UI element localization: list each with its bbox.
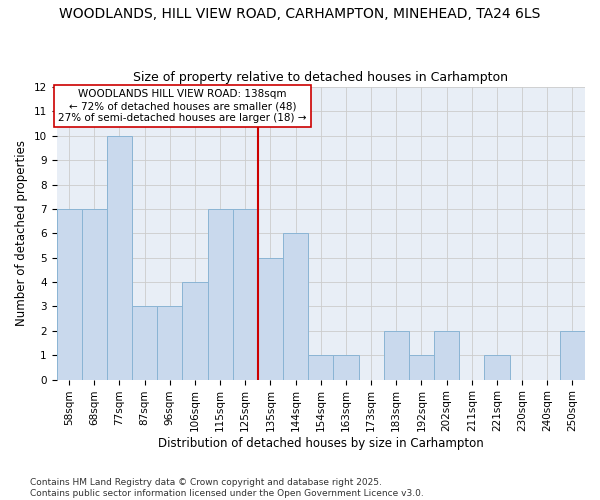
Bar [484,355,509,380]
Text: WOODLANDS, HILL VIEW ROAD, CARHAMPTON, MINEHEAD, TA24 6LS: WOODLANDS, HILL VIEW ROAD, CARHAMPTON, M… [59,8,541,22]
Bar [182,282,208,380]
Bar [233,209,258,380]
Bar [132,306,157,380]
Bar [56,209,82,380]
Title: Size of property relative to detached houses in Carhampton: Size of property relative to detached ho… [133,72,508,85]
Bar [308,355,334,380]
Bar [82,209,107,380]
Text: Contains HM Land Registry data © Crown copyright and database right 2025.
Contai: Contains HM Land Registry data © Crown c… [30,478,424,498]
Bar [383,331,409,380]
Bar [334,355,359,380]
Bar [409,355,434,380]
Y-axis label: Number of detached properties: Number of detached properties [15,140,28,326]
Bar [560,331,585,380]
Text: WOODLANDS HILL VIEW ROAD: 138sqm
← 72% of detached houses are smaller (48)
27% o: WOODLANDS HILL VIEW ROAD: 138sqm ← 72% o… [58,90,307,122]
Bar [258,258,283,380]
Bar [208,209,233,380]
Bar [283,234,308,380]
X-axis label: Distribution of detached houses by size in Carhampton: Distribution of detached houses by size … [158,437,484,450]
Bar [107,136,132,380]
Bar [434,331,459,380]
Bar [157,306,182,380]
